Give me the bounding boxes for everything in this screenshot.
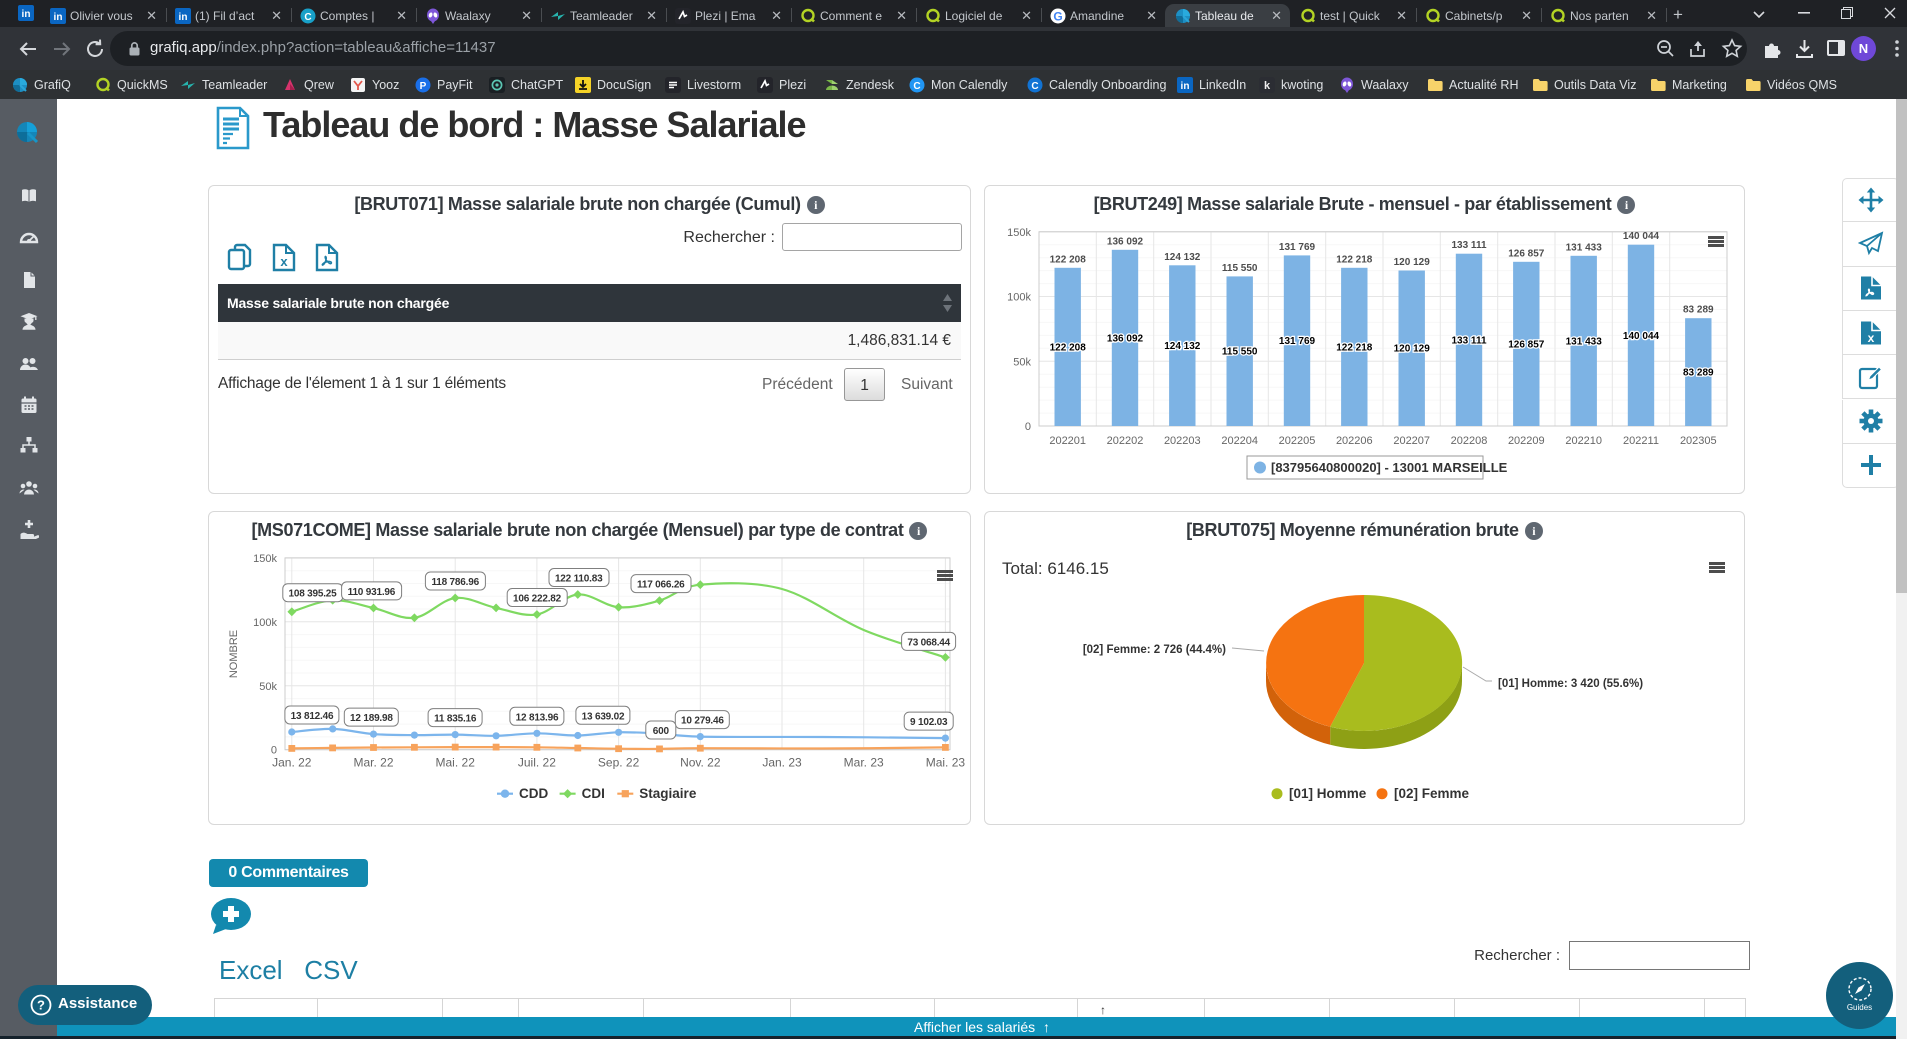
svg-text:9 102.03: 9 102.03 bbox=[910, 717, 948, 728]
svg-text:600: 600 bbox=[653, 726, 670, 737]
svg-text:[01] Homme: 3 420 (55.6%): [01] Homme: 3 420 (55.6%) bbox=[1498, 678, 1643, 690]
svg-text:122 218: 122 218 bbox=[1336, 254, 1373, 265]
svg-text:Mai. 23: Mai. 23 bbox=[926, 756, 966, 770]
svg-text:202208: 202208 bbox=[1451, 435, 1488, 447]
svg-text:120 129: 120 129 bbox=[1394, 257, 1431, 268]
svg-text:136 092: 136 092 bbox=[1107, 236, 1144, 247]
svg-text:[01] Homme: [01] Homme bbox=[1289, 786, 1367, 801]
svg-text:83 289: 83 289 bbox=[1683, 368, 1714, 379]
svg-text:12 813.96: 12 813.96 bbox=[516, 712, 559, 723]
svg-text:CDI: CDI bbox=[582, 786, 605, 801]
svg-text:126 857: 126 857 bbox=[1508, 339, 1545, 350]
svg-text:C: C bbox=[304, 12, 311, 23]
svg-text:in: in bbox=[1181, 81, 1190, 92]
svg-text:10 279.46: 10 279.46 bbox=[681, 716, 724, 727]
svg-text:100k: 100k bbox=[253, 617, 277, 629]
svg-text:106 222.82: 106 222.82 bbox=[513, 594, 562, 605]
svg-text:Mar. 22: Mar. 22 bbox=[353, 756, 393, 770]
svg-text:110 931.96: 110 931.96 bbox=[348, 587, 396, 598]
svg-text:Stagiaire: Stagiaire bbox=[639, 786, 697, 801]
svg-text:0: 0 bbox=[1025, 421, 1031, 433]
svg-text:140 044: 140 044 bbox=[1623, 331, 1660, 342]
svg-text:133 111: 133 111 bbox=[1451, 335, 1486, 346]
svg-text:202206: 202206 bbox=[1336, 435, 1373, 447]
svg-text:Mai. 22: Mai. 22 bbox=[436, 756, 476, 770]
svg-text:NOMBRE: NOMBRE bbox=[228, 630, 240, 678]
svg-text:124 132: 124 132 bbox=[1164, 341, 1201, 352]
svg-text:in: in bbox=[179, 12, 188, 23]
svg-text:Mar. 23: Mar. 23 bbox=[844, 756, 884, 770]
svg-text:122 218: 122 218 bbox=[1336, 342, 1373, 353]
svg-text:Jan. 22: Jan. 22 bbox=[272, 756, 312, 770]
svg-text:202210: 202210 bbox=[1565, 435, 1602, 447]
svg-text:in: in bbox=[22, 9, 31, 20]
svg-text:x: x bbox=[280, 254, 288, 269]
svg-text:11 835.16: 11 835.16 bbox=[434, 714, 477, 725]
svg-text:202305: 202305 bbox=[1680, 435, 1717, 447]
svg-text:[02] Femme: [02] Femme bbox=[1394, 786, 1470, 801]
svg-text:122 208: 122 208 bbox=[1050, 342, 1087, 353]
svg-text:202204: 202204 bbox=[1221, 435, 1258, 447]
svg-text:k: k bbox=[1264, 80, 1271, 92]
svg-text:150k: 150k bbox=[253, 553, 277, 565]
svg-text:150k: 150k bbox=[1007, 227, 1031, 239]
svg-text:73 068.44: 73 068.44 bbox=[907, 637, 950, 648]
svg-text:in: in bbox=[54, 12, 63, 23]
svg-text:CDD: CDD bbox=[519, 786, 548, 801]
svg-text:Sep. 22: Sep. 22 bbox=[598, 756, 640, 770]
svg-text:Juil. 22: Juil. 22 bbox=[518, 756, 556, 770]
svg-text:C: C bbox=[1031, 81, 1038, 92]
svg-text:G: G bbox=[1053, 9, 1062, 23]
svg-text:140 044: 140 044 bbox=[1623, 231, 1660, 242]
svg-text:12 189.98: 12 189.98 bbox=[350, 713, 393, 724]
svg-text:131 433: 131 433 bbox=[1566, 336, 1603, 347]
svg-text:131 769: 131 769 bbox=[1279, 242, 1316, 253]
svg-text:118 786.96: 118 786.96 bbox=[431, 577, 479, 588]
svg-text:Nov. 22: Nov. 22 bbox=[680, 756, 721, 770]
svg-text:50k: 50k bbox=[1013, 356, 1031, 368]
svg-text:100k: 100k bbox=[1007, 292, 1031, 304]
svg-text:120 129: 120 129 bbox=[1394, 344, 1431, 355]
svg-text:136 092: 136 092 bbox=[1107, 333, 1144, 344]
svg-text:202207: 202207 bbox=[1393, 435, 1430, 447]
svg-text:x: x bbox=[1867, 331, 1874, 345]
svg-text:122 110.83: 122 110.83 bbox=[555, 574, 603, 585]
svg-text:202202: 202202 bbox=[1107, 435, 1144, 447]
svg-text:131 433: 131 433 bbox=[1566, 242, 1603, 253]
svg-text:C: C bbox=[913, 81, 920, 92]
svg-text:202201: 202201 bbox=[1049, 435, 1086, 447]
svg-text:131 769: 131 769 bbox=[1279, 336, 1316, 347]
svg-text:?: ? bbox=[37, 998, 45, 1013]
svg-text:108 395.25: 108 395.25 bbox=[288, 589, 337, 600]
svg-text:50k: 50k bbox=[259, 681, 277, 693]
svg-text:117 066.26: 117 066.26 bbox=[637, 580, 685, 591]
svg-text:0: 0 bbox=[271, 745, 277, 757]
svg-text:115 550: 115 550 bbox=[1222, 347, 1258, 358]
svg-text:[83795640800020] - 13001 MARSE: [83795640800020] - 13001 MARSEILLE bbox=[1271, 460, 1508, 475]
svg-text:13 639.02: 13 639.02 bbox=[582, 711, 625, 722]
svg-text:13 812.46: 13 812.46 bbox=[291, 711, 334, 722]
svg-text:126 857: 126 857 bbox=[1508, 248, 1545, 259]
svg-text:P: P bbox=[420, 81, 427, 92]
svg-text:122 208: 122 208 bbox=[1050, 254, 1087, 265]
svg-text:[02] Femme: 2 726 (44.4%): [02] Femme: 2 726 (44.4%) bbox=[1083, 644, 1226, 656]
svg-text:Jan. 23: Jan. 23 bbox=[762, 756, 802, 770]
svg-text:124 132: 124 132 bbox=[1164, 252, 1201, 263]
svg-text:202209: 202209 bbox=[1508, 435, 1545, 447]
svg-text:115 550: 115 550 bbox=[1222, 263, 1258, 274]
svg-text:202205: 202205 bbox=[1279, 435, 1316, 447]
svg-text:83 289: 83 289 bbox=[1683, 305, 1714, 316]
svg-text:133 111: 133 111 bbox=[1451, 240, 1486, 251]
svg-text:202203: 202203 bbox=[1164, 435, 1201, 447]
svg-text:202211: 202211 bbox=[1623, 435, 1659, 447]
